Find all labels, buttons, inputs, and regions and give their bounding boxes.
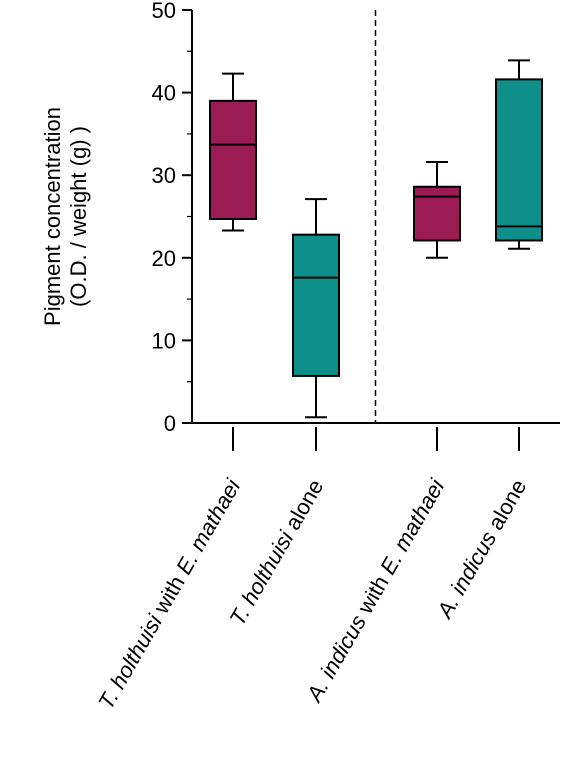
y-tick-label: 10	[152, 328, 176, 353]
x-category-label: T. holthuisi alone	[225, 475, 329, 630]
y-tick-label: 50	[152, 0, 176, 23]
x-category-label: T. holthuisi with E. mathaei	[93, 474, 246, 713]
x-category-label: A. indicus alone	[431, 475, 531, 624]
boxes	[209, 59, 543, 419]
y-axis-label: Pigment concentration(O.D. / weight (g) …	[40, 107, 91, 326]
x-category-label-part: T. holthuisi	[93, 610, 167, 714]
iqr-box	[292, 233, 340, 377]
iqr-box	[209, 99, 257, 220]
y-tick-label: 20	[152, 246, 176, 271]
iqr-box	[413, 185, 461, 242]
y-axis: 0 10 20 30 40 50	[152, 0, 193, 436]
iqr-box	[495, 78, 543, 242]
box-4	[495, 59, 543, 250]
y-tick-label: 30	[152, 163, 176, 188]
y-tick-label: 40	[152, 81, 176, 106]
y-axis-label-line: Pigment concentration	[40, 107, 65, 326]
x-category-label-part: E. mathaei	[375, 474, 450, 579]
x-category-label-part: A. indicus	[431, 527, 501, 624]
box-1	[209, 72, 257, 232]
x-category-label-part: E. mathaei	[171, 474, 246, 579]
x-category-label-part: alone	[480, 475, 532, 539]
x-axis	[192, 10, 560, 451]
x-category-label-part: T. holthuisi	[225, 526, 299, 630]
x-category-label-part: alone	[277, 475, 329, 539]
y-axis-label-line: (O.D. / weight (g) )	[66, 126, 91, 307]
y-tick-label: 0	[164, 411, 176, 436]
x-category-label-part: A. indicus	[301, 611, 371, 708]
box-2	[292, 198, 340, 419]
box-3	[413, 160, 461, 259]
x-category-label: A. indicus with E. mathaei	[301, 474, 450, 707]
